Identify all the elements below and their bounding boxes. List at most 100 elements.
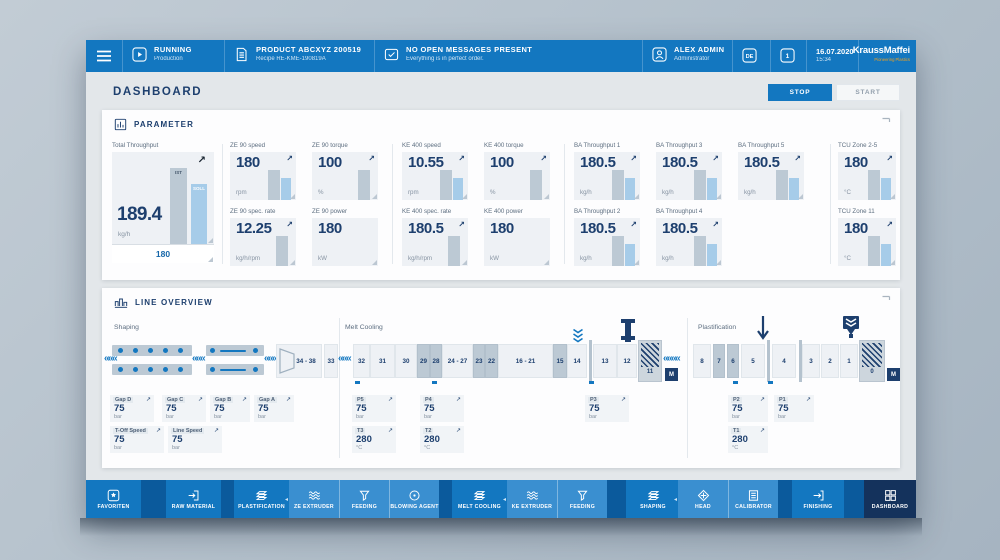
line-param-tile[interactable]: P1 ↗ 75 bar bbox=[774, 395, 814, 422]
tile-value: 75 bbox=[114, 403, 125, 414]
tile-unit: °C bbox=[844, 255, 851, 262]
line-param-tile[interactable]: Line Speed ↗ 75 bar bbox=[168, 426, 222, 453]
column-divider bbox=[222, 144, 223, 264]
param-tile[interactable]: BA Throughput 3 ↗ 180.5 kg/h bbox=[656, 142, 722, 200]
line-param-tile[interactable]: T-Off Speed ↗ 75 bar bbox=[110, 426, 164, 453]
nav-item-favoriten[interactable]: FAVORITEN bbox=[86, 480, 141, 518]
nav-item-melt-cooling[interactable]: MELT COOLING bbox=[452, 480, 507, 518]
menu-button[interactable] bbox=[96, 50, 112, 62]
param-tile[interactable]: BA Throughput 4 ↗ 180.5 kg/h bbox=[656, 208, 722, 266]
nav-item-head[interactable]: HEAD bbox=[678, 480, 728, 518]
param-tile[interactable]: KE 400 speed ↗ 10.55 rpm bbox=[402, 142, 468, 200]
trend-up-icon: ↗ bbox=[458, 220, 465, 229]
nav-item-feeding[interactable]: FEEDING bbox=[339, 480, 389, 518]
nav-item-ke-extruder[interactable]: KE EXTRUDER bbox=[507, 480, 557, 518]
machine-status[interactable]: RUNNING Production bbox=[132, 45, 192, 63]
parameter-icon bbox=[114, 118, 127, 131]
user-menu[interactable]: ALEX ADMIN Administrator bbox=[652, 45, 724, 63]
line-param-tile[interactable]: T3 ↗ 280 °C bbox=[352, 426, 396, 453]
nav-item-calibrator[interactable]: CALIBRATOR bbox=[728, 480, 778, 518]
tile-box: ↗ 100% bbox=[312, 152, 378, 200]
param-tile[interactable]: KE 400 torque ↗ 100% bbox=[484, 142, 550, 200]
param-tile[interactable]: ZE 90 power 180 kW bbox=[312, 208, 378, 266]
tile-box: ↗ 180.5 kg/h bbox=[656, 152, 722, 200]
trend-up-icon: ↗ bbox=[458, 154, 465, 163]
tile-value: 75 bbox=[424, 403, 435, 414]
tile-value: 180 bbox=[490, 220, 514, 237]
tile-label: TCU Zone 2-5 bbox=[838, 142, 878, 149]
motor-m-box[interactable]: M bbox=[665, 368, 678, 381]
line-param-tile[interactable]: P5 ↗ 75 bar bbox=[352, 395, 396, 422]
line-param-tile[interactable]: Gap D ↗ 75 bar bbox=[110, 395, 154, 422]
param-tile[interactable]: KE 400 spec. rate ↗ 180.5 kg/h/rpm bbox=[402, 208, 468, 266]
param-tile[interactable]: ZE 90 torque ↗ 100% bbox=[312, 142, 378, 200]
tile-value: 180 bbox=[318, 220, 342, 237]
line-param-tile[interactable]: T1 ↗ 280 °C bbox=[728, 426, 768, 453]
param-tile[interactable]: BA Throughput 1 ↗ 180.5 kg/h bbox=[574, 142, 640, 200]
motor-m-box[interactable]: M bbox=[887, 368, 900, 381]
nav-item-blowing-agent[interactable]: BLOWING AGENT bbox=[389, 480, 439, 518]
param-tile[interactable]: ZE 90 speed ↗ 180 rpm bbox=[230, 142, 296, 200]
tile-unit: °C bbox=[732, 445, 739, 451]
nav-item-dashboard[interactable]: DASHBOARD bbox=[864, 480, 916, 518]
tile-label: BA Throughput 5 bbox=[738, 142, 785, 149]
nav-item-label: BLOWING AGENT bbox=[390, 503, 439, 510]
roller-dot bbox=[178, 367, 183, 372]
belt-line bbox=[220, 368, 246, 371]
param-tile[interactable]: TCU Zone 11 ↗ 180 °C bbox=[838, 208, 896, 266]
line-param-tile[interactable]: Gap C ↗ 75 bar bbox=[162, 395, 206, 422]
nav-separator-arrow-icon: ◂ bbox=[503, 497, 507, 503]
tile-label: BA Throughput 3 bbox=[656, 142, 703, 149]
param-tile[interactable]: TCU Zone 2-5 ↗ 180 °C bbox=[838, 142, 896, 200]
param-tile[interactable]: KE 400 power 180 kW bbox=[484, 208, 550, 266]
tile-label: Gap B bbox=[213, 397, 234, 403]
line-param-tile[interactable]: P3 ↗ 75 bar bbox=[585, 395, 629, 422]
ist-bar bbox=[868, 170, 880, 200]
param-tile[interactable]: BA Throughput 2 ↗ 180.5 kg/h bbox=[574, 208, 640, 266]
notification-badge-icon: 1 bbox=[780, 48, 795, 63]
setpoint-input[interactable]: 180 bbox=[112, 244, 214, 263]
tile-unit: kW bbox=[490, 255, 499, 262]
tile-value: 180 bbox=[236, 154, 260, 171]
nav-item-raw-material[interactable]: RAW MATERIAL bbox=[166, 480, 221, 518]
nav-item-finishing[interactable]: FINISHING bbox=[792, 480, 844, 518]
topbar: RUNNING Production PRODUCT ABCXYZ 200519… bbox=[86, 40, 916, 72]
soll-bar bbox=[881, 178, 891, 200]
trend-up-icon: ↗ bbox=[712, 220, 719, 229]
notifications-button[interactable]: 1 bbox=[780, 48, 795, 63]
param-tile[interactable]: ZE 90 spec. rate ↗ 12.25 kg/h/rpm bbox=[230, 208, 296, 266]
segment-label: 15 bbox=[556, 357, 564, 365]
nav-item-feeding[interactable]: FEEDING bbox=[557, 480, 607, 518]
tile-label: KE 400 speed bbox=[402, 142, 441, 149]
messages-status[interactable]: NO OPEN MESSAGES PRESENT Everything is i… bbox=[384, 45, 532, 63]
segment-32: 32 bbox=[353, 344, 370, 378]
tile-value: 75 bbox=[172, 434, 183, 445]
tile-box: ↗ 180.5 kg/h bbox=[738, 152, 804, 200]
param-tile[interactable]: BA Throughput 5 ↗ 180.5 kg/h bbox=[738, 142, 804, 200]
segment-label: 5 bbox=[751, 357, 755, 365]
segment-label: 30 bbox=[402, 357, 410, 365]
nav-item-shaping[interactable]: SHAPING bbox=[626, 480, 680, 518]
line-param-tile[interactable]: P2 ↗ 75 bar bbox=[728, 395, 768, 422]
line-param-tile[interactable]: T2 ↗ 280 °C bbox=[420, 426, 464, 453]
line-param-tile[interactable]: P4 ↗ 75 bar bbox=[420, 395, 464, 422]
language-button[interactable]: DE bbox=[742, 48, 757, 63]
product-info[interactable]: PRODUCT ABCXYZ 200519 Recipe RE-KME-1908… bbox=[234, 45, 361, 63]
nav-item-label: FEEDING bbox=[569, 503, 596, 510]
roller-dot bbox=[118, 367, 123, 372]
start-button[interactable]: START bbox=[836, 84, 900, 101]
collapse-line-overview-icon[interactable] bbox=[880, 294, 892, 306]
tile-value: 75 bbox=[589, 403, 600, 414]
nav-item-plastification[interactable]: PLASTIFICATION bbox=[234, 480, 289, 518]
extruder-icon bbox=[526, 489, 539, 502]
nav-item-ze-extruder[interactable]: ZE EXTRUDER bbox=[289, 480, 339, 518]
tile-box: 180 kW bbox=[312, 218, 378, 266]
collapse-parameter-icon[interactable] bbox=[880, 116, 892, 128]
status-label: RUNNING bbox=[154, 45, 192, 54]
stop-button[interactable]: STOP bbox=[768, 84, 832, 101]
trend-up-icon: ↗ bbox=[759, 396, 765, 403]
line-param-tile[interactable]: Gap A ↗ 75 bar bbox=[254, 395, 294, 422]
total-throughput-tile[interactable]: Total Throughput IST SOLL ↗ 189.4 kg/h 1… bbox=[112, 142, 214, 263]
line-param-tile[interactable]: Gap B ↗ 75 bar bbox=[210, 395, 250, 422]
column-divider bbox=[564, 144, 565, 264]
